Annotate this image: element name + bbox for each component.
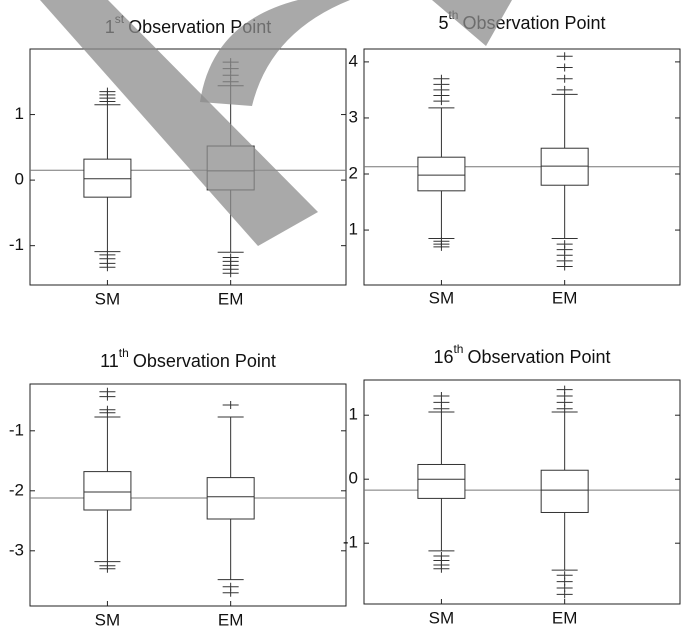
outlier [223, 269, 239, 277]
box [418, 464, 465, 498]
x-tick-label: SM [95, 289, 121, 308]
box [207, 478, 254, 519]
y-tick-label: 0 [15, 170, 24, 189]
x-tick-label: SM [95, 610, 121, 629]
outlier [557, 52, 573, 60]
outlier [99, 388, 115, 396]
title-text: Observation Point [133, 351, 276, 371]
outlier [557, 386, 573, 394]
plot-frame [30, 384, 346, 606]
outlier [223, 401, 239, 409]
y-tick-label: -1 [343, 533, 358, 552]
box [84, 472, 131, 510]
outlier [557, 86, 573, 94]
figure: 1stObservation Point-101SMEM5thObservati… [0, 0, 696, 632]
title-number: 5 [438, 13, 448, 33]
x-tick-label: SM [429, 288, 455, 307]
x-tick-label: EM [552, 608, 578, 627]
x-tick-label: EM [218, 610, 244, 629]
chart-title: 11th Observation Point [100, 346, 276, 371]
title-number: 16 [433, 347, 453, 367]
box [84, 159, 131, 197]
y-tick-label: 4 [349, 51, 358, 70]
outlier [557, 75, 573, 83]
y-tick-label: -3 [9, 540, 24, 559]
outlier [557, 590, 573, 598]
title-suffix: th [119, 346, 129, 360]
plots: 1stObservation Point-101SMEM5thObservati… [9, 8, 680, 629]
y-tick-label: -2 [9, 480, 24, 499]
x-tick-label: EM [218, 289, 244, 308]
title-number: 11 [100, 351, 119, 371]
plot-frame [364, 380, 680, 604]
box [418, 157, 465, 191]
x-tick-label: SM [429, 608, 455, 627]
y-tick-label: 1 [349, 405, 358, 424]
y-tick-label: 1 [15, 104, 24, 123]
outlier [433, 75, 449, 83]
outlier [223, 589, 239, 597]
x-tick-label: EM [552, 288, 578, 307]
chart-title: 16th Observation Point [433, 342, 610, 367]
y-tick-label: 2 [349, 163, 358, 182]
y-tick-label: 1 [349, 220, 358, 239]
y-tick-label: 3 [349, 107, 358, 126]
outlier [557, 63, 573, 71]
outlier [433, 392, 449, 400]
box [541, 470, 588, 512]
outlier [99, 263, 115, 271]
title-suffix: th [453, 342, 463, 356]
box [541, 148, 588, 185]
outlier [557, 263, 573, 271]
outlier [433, 565, 449, 573]
y-tick-label: 0 [349, 469, 358, 488]
y-tick-label: -1 [9, 420, 24, 439]
title-text: Observation Point [467, 347, 610, 367]
y-tick-label: -1 [9, 235, 24, 254]
